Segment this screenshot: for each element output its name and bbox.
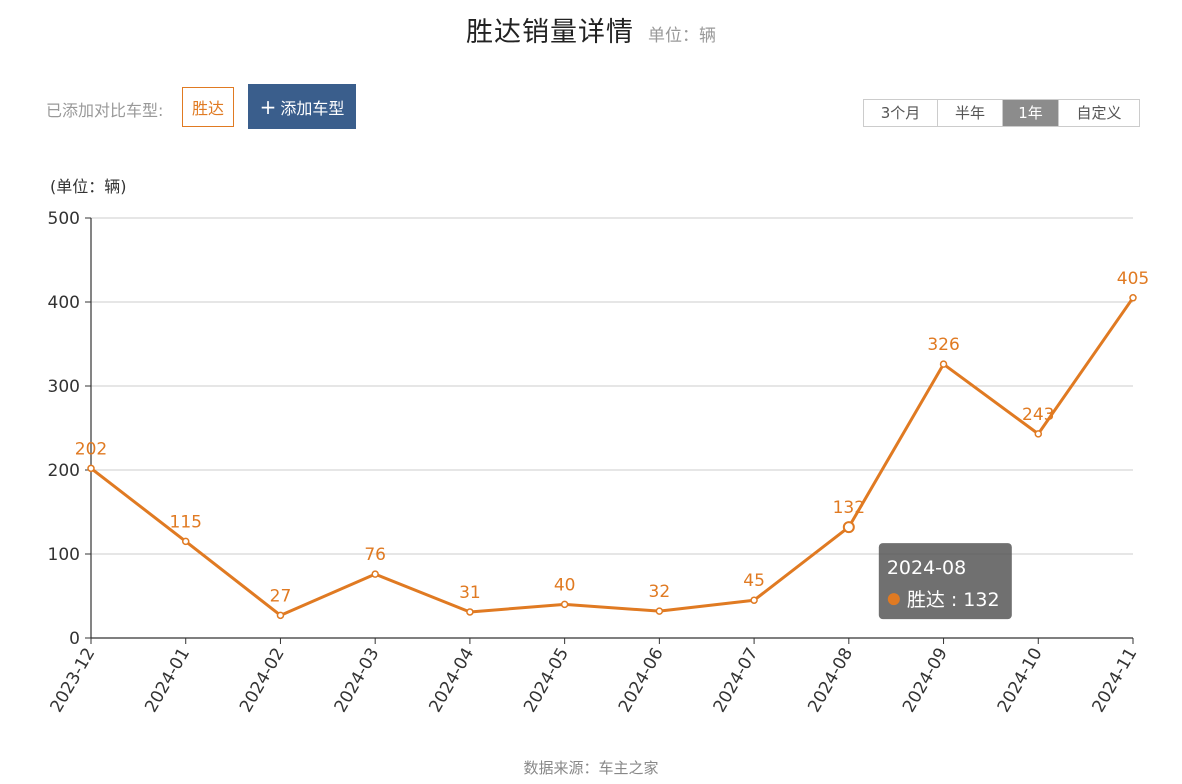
- tooltip-category: 2024-08: [887, 557, 966, 579]
- add-model-label: 添加车型: [280, 98, 345, 118]
- y-axis-label: (单位：辆): [50, 177, 127, 196]
- series-line: [90, 296, 1135, 617]
- y-tick-label: 300: [48, 377, 80, 397]
- data-label: 40: [554, 575, 576, 595]
- data-label: 132: [833, 498, 865, 518]
- x-tick-label: 2024-01: [141, 645, 194, 717]
- x-tick-label: 2024-02: [236, 645, 289, 717]
- data-point: [276, 611, 285, 620]
- data-label: 76: [364, 545, 386, 565]
- y-tick-label: 500: [48, 209, 80, 229]
- data-point: [1034, 430, 1043, 438]
- x-tick-label: 2024-06: [615, 645, 668, 717]
- y-tick-label: 400: [48, 293, 80, 313]
- data-point: [560, 600, 569, 609]
- range-tab-1-year[interactable]: 1年: [1003, 100, 1059, 126]
- x-tick-label: 2024-08: [804, 645, 857, 717]
- data-label: 45: [743, 571, 765, 591]
- data-label: 243: [1022, 405, 1054, 425]
- data-source: 数据来源：车主之家: [523, 759, 659, 777]
- x-tick-label: 2024-09: [899, 645, 952, 717]
- page-title: 胜达销量详情: [466, 17, 634, 48]
- range-tab-half-year[interactable]: 半年: [938, 100, 1003, 126]
- x-tick-label: 2024-03: [331, 645, 384, 717]
- y-tick-label: 0: [69, 629, 80, 649]
- title-unit: 单位：辆: [648, 26, 716, 46]
- data-label: 202: [75, 439, 107, 459]
- data-label: 27: [270, 586, 292, 606]
- data-point: [939, 360, 948, 368]
- data-label: 32: [649, 582, 671, 602]
- data-label: 31: [459, 583, 481, 603]
- data-point: [87, 464, 95, 473]
- data-point: [655, 607, 664, 615]
- range-tab-3-months[interactable]: 3个月: [864, 100, 938, 126]
- data-label: 115: [170, 512, 202, 532]
- tooltip-series-dot: [887, 593, 900, 606]
- data-point: [750, 596, 758, 604]
- x-tick-label: 2024-04: [425, 645, 478, 717]
- data-point: [371, 570, 379, 578]
- compare-label: 已添加对比车型:: [46, 101, 164, 120]
- tooltip-box: [878, 543, 1012, 620]
- x-tick-label: 2024-05: [520, 645, 573, 717]
- x-tick-label: 2023-12: [46, 645, 99, 717]
- y-tick-label: 200: [48, 461, 80, 481]
- data-label: 405: [1117, 269, 1149, 289]
- tooltip-value: 胜达 : 132: [907, 589, 1000, 611]
- range-tab-custom[interactable]: 自定义: [1059, 100, 1139, 126]
- x-tick-label: 2024-11: [1088, 645, 1141, 717]
- add-model-button[interactable]: + 添加车型: [248, 84, 356, 129]
- data-point: [1129, 294, 1137, 302]
- data-point: [181, 537, 190, 546]
- compare-model-tag[interactable]: 胜达: [182, 87, 234, 127]
- range-selector: 3个月 半年 1年 自定义: [863, 99, 1140, 127]
- plus-icon: +: [259, 94, 277, 119]
- x-tick-label: 2024-10: [994, 645, 1047, 717]
- y-tick-label: 100: [48, 545, 80, 565]
- data-point: [842, 521, 855, 534]
- x-tick-label: 2024-07: [710, 645, 763, 717]
- data-point: [466, 608, 474, 616]
- data-label: 326: [927, 335, 959, 355]
- title-row: 胜达销量详情 单位：辆: [0, 10, 1182, 49]
